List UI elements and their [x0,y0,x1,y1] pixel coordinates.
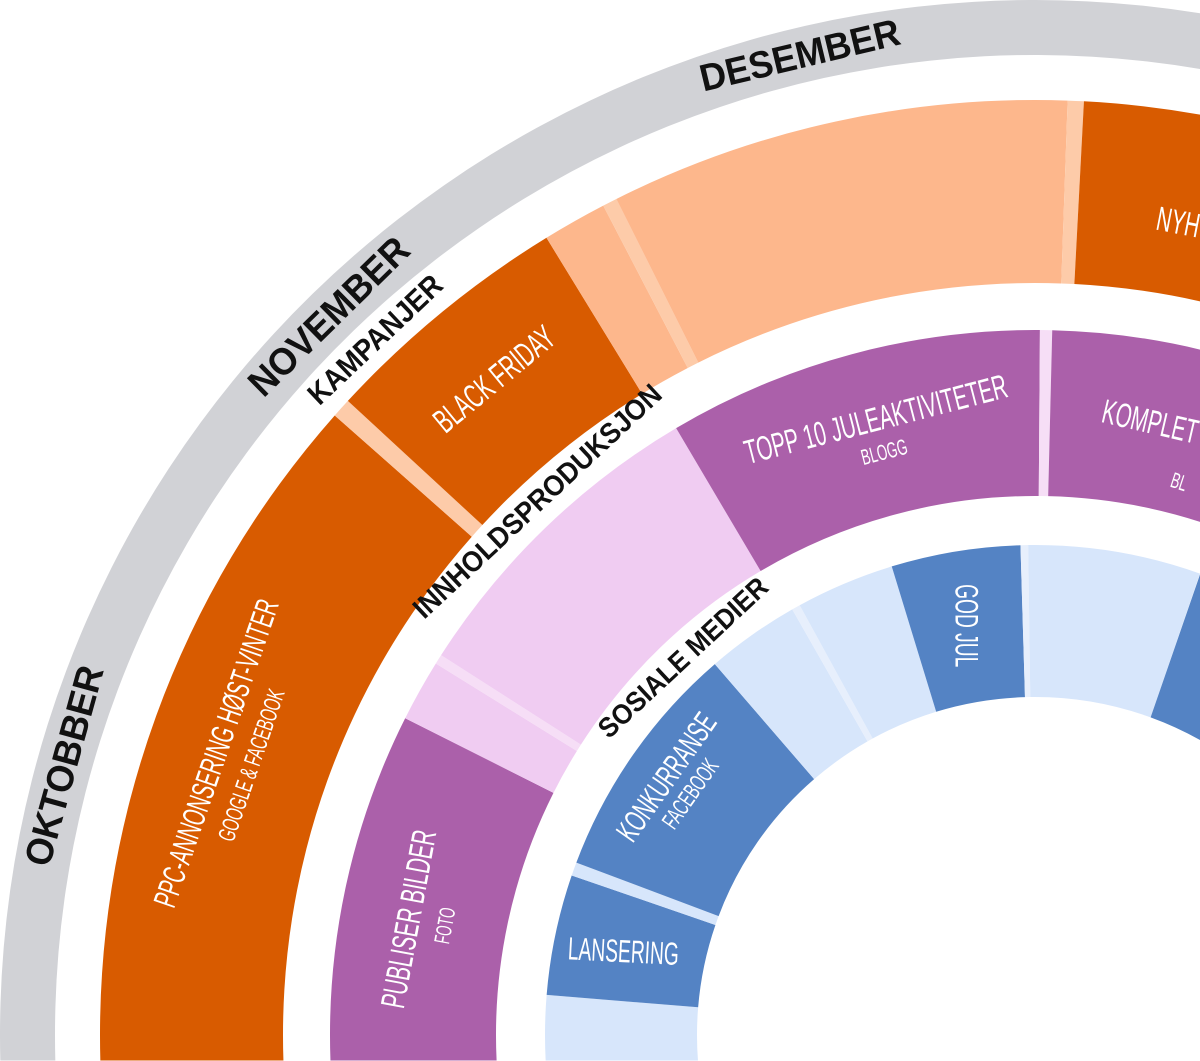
kampanjer-segment-light[interactable] [616,100,1068,363]
kampanjer-segment-ppc-annonsering-h-st-vinter[interactable] [100,415,472,1061]
innhold-segment-komplett[interactable] [1048,330,1200,522]
sosiale-segment-light[interactable] [714,609,868,780]
innhold-segment-publiser-bilder[interactable] [330,718,554,1061]
month-label-oktobber: OKTOBBER [15,661,112,871]
kampanjer-segment-black-friday[interactable] [347,237,643,526]
innhold-segment-subtitle: BL [1168,468,1191,496]
sosiale-segment-konkurranse[interactable] [576,664,815,917]
kampanjer-segment-stripe[interactable] [603,198,699,368]
innhold-segment-stripe[interactable] [1038,330,1053,497]
kampanjer-segment-title: NYH [1154,200,1200,245]
innhold-segment-light[interactable] [441,428,761,745]
sosiale-segment-title: LANSERING [567,930,680,972]
sosiale-segment-title: GOD JUL [948,584,984,667]
sosiale-segment-stripe[interactable] [792,605,873,742]
kampanjer-segment-stripe[interactable] [334,400,483,537]
sosiale-segment-god-jul[interactable] [891,545,1025,712]
innhold-segment-topp-10-juleaktiviteter[interactable] [676,330,1040,572]
sosiale-segment-dark[interactable] [1150,574,1200,741]
sosiale-segment-light[interactable] [1028,545,1200,718]
sosiale-segment-light[interactable] [545,994,699,1061]
sosiale-segment-light[interactable] [799,566,937,739]
kampanjer-segment-nyh[interactable] [1074,101,1200,302]
kampanjer-segment-light[interactable] [546,205,688,394]
month-label-desember: DESEMBER [695,10,904,100]
sosiale-segment-stripe[interactable] [1020,545,1031,698]
kampanjer-segment-stripe[interactable] [1061,100,1084,285]
innhold-segment-light[interactable] [405,663,577,793]
sosiale-segment-lansering[interactable] [546,875,716,1008]
sosiale-segment-light[interactable] [571,862,719,925]
innhold-segment-stripe[interactable] [435,655,581,751]
